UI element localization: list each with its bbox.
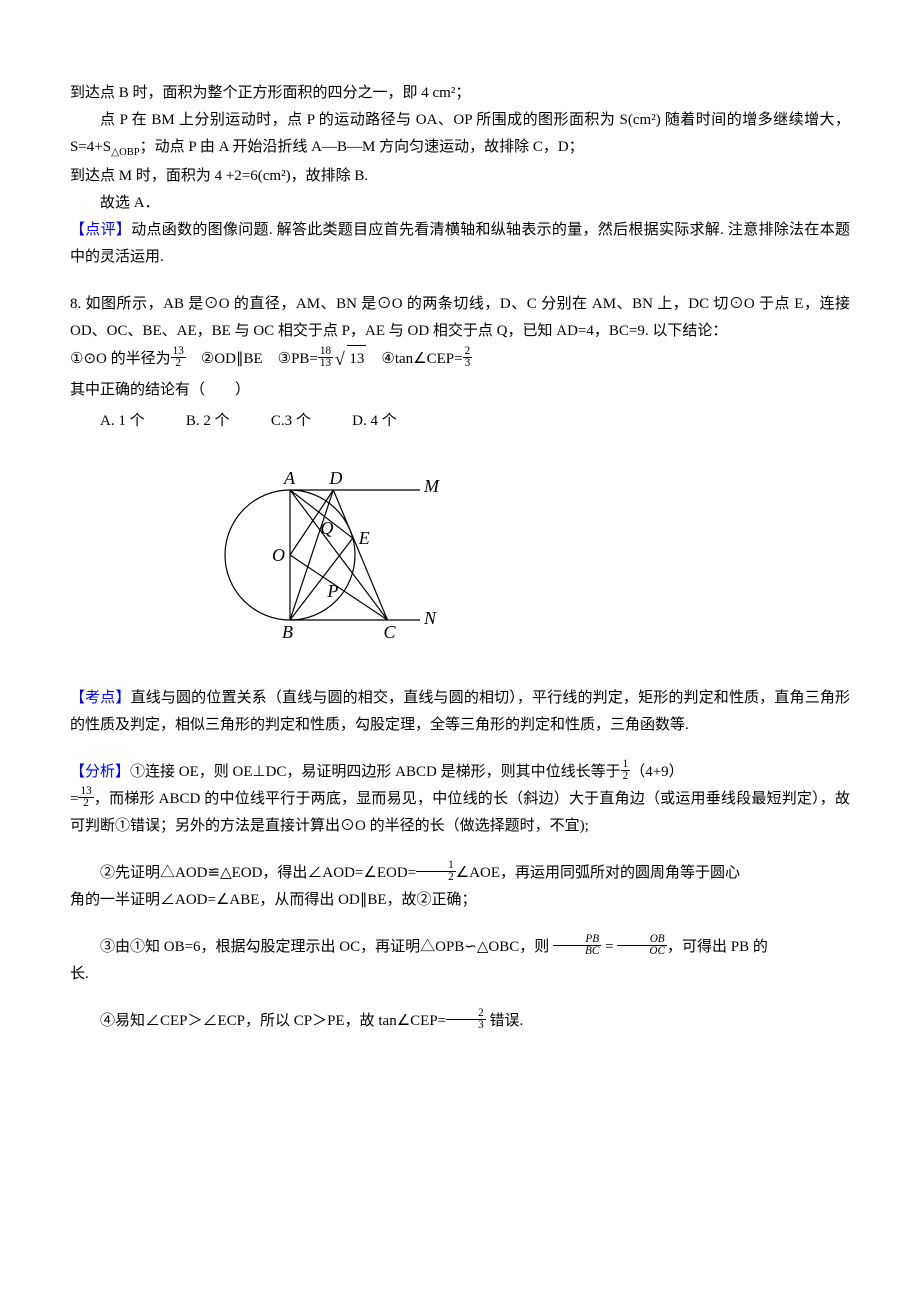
frac-2-3: 23 [463, 346, 473, 370]
svg-text:E: E [358, 528, 370, 548]
q8-stem-b: 其中正确的结论有（ ） [70, 377, 850, 404]
kaodian-text: 直线与圆的位置关系（直线与圆的相交，直线与圆的相切），平行线的判定，矩形的判定和… [70, 690, 850, 733]
svg-text:A: A [283, 468, 296, 488]
frac-18-13: 1813 [318, 346, 333, 370]
fenxi4-a: ④易知∠CEP＞∠ECP，所以 CP＞PE，故 tan∠CEP= [100, 1013, 446, 1029]
q8-conclusions: ①⊙O 的半径为132 ②OD∥BE ③PB=1813 13 ④tan∠CEP=… [70, 345, 850, 373]
svg-text:N: N [423, 608, 437, 628]
comment-text: 动点函数的图像问题. 解答此类题目应首先看清横轴和纵轴表示的量，然后根据实际求解… [70, 222, 850, 265]
fenxi1-d: ，而梯形 ABCD 的中位线平行于两底，显而易见，中位线的长（斜边）大于直角边（… [70, 791, 850, 834]
fenxi1-c: = [70, 791, 78, 807]
frac-13-2: 132 [171, 346, 186, 370]
fenxi-block-3: ③由①知 OB=6，根据勾股定理示出 OC，再证明△OPB∽△OBC，则 PBB… [70, 934, 850, 961]
fenxi-block-1: 【分析】①连接 OE，则 OE⊥DC，易证明四边形 ABCD 是梯形，则其中位线… [70, 759, 850, 786]
sqrt-13: 13 [347, 345, 366, 373]
frac-1-2-b: 12 [416, 860, 456, 884]
svg-text:D: D [328, 468, 342, 488]
svg-text:C: C [384, 622, 397, 642]
fenxi1-b: （4+9） [630, 764, 683, 780]
fenxi1-a: ①连接 OE，则 OE⊥DC，易证明四边形 ABCD 是梯形，则其中位线长等于 [130, 764, 621, 780]
fenxi-block-3b: 长. [70, 961, 850, 988]
fenxi-block-4: ④易知∠CEP＞∠ECP，所以 CP＞PE，故 tan∠CEP=23 错误. [70, 1008, 850, 1035]
q8-stem-a: 8. 如图所示，AB 是⊙O 的直径，AM、BN 是⊙O 的两条切线，D、C 分… [70, 291, 850, 345]
concl-4-pre: ④tan∠CEP= [381, 351, 462, 367]
sqrt-13-wrap: 13 [347, 345, 366, 373]
kaodian-label: 【考点】 [70, 690, 131, 706]
svg-text:P: P [326, 581, 338, 601]
frac-2-3-b: 23 [446, 1008, 486, 1032]
fenxi-block-2: ②先证明△AOD≌△EOD，得出∠AOD=∠EOD=12∠AOE，再运用同弧所对… [70, 860, 850, 887]
svg-text:O: O [272, 545, 285, 565]
fenxi-block-1b: =132，而梯形 ABCD 的中位线平行于两底，显而易见，中位线的长（斜边）大于… [70, 786, 850, 840]
frac-13-2-b: 132 [78, 786, 93, 810]
concl-3-pre: ③PB= [278, 351, 318, 367]
option-b: B. 2 个 [186, 413, 230, 429]
paragraph-3: 到达点 M 时，面积为 4 +2=6(cm²)，故排除 B. [70, 163, 850, 190]
fenxi4-b: 错误. [486, 1013, 524, 1029]
geometry-figure: A B O D M C N E Q P [220, 445, 850, 675]
concl-2: ②OD∥BE [201, 351, 263, 367]
fenxi3-a: ③由①知 OB=6，根据勾股定理示出 OC，再证明△OPB∽△OBC，则 [100, 939, 553, 955]
paragraph-4: 故选 A． [70, 190, 850, 217]
concl-1-pre: ①⊙O 的半径为 [70, 351, 171, 367]
p2-text-b: ；动点 P 由 A 开始沿折线 A—B—M 方向匀速运动，故排除 C，D； [140, 139, 584, 155]
svg-text:M: M [423, 476, 440, 496]
paragraph-1: 到达点 B 时，面积为整个正方形面积的四分之一，即 4 cm²； [70, 80, 850, 107]
svg-text:Q: Q [320, 518, 333, 538]
option-d: D. 4 个 [352, 413, 397, 429]
frac-1-2-a: 12 [621, 759, 631, 783]
fenxi-block-2b: 角的一半证明∠AOD=∠ABE，从而得出 OD∥BE，故②正确； [70, 887, 850, 914]
paragraph-2: 点 P 在 BM 上分别运动时，点 P 的运动路径与 OA、OP 所围成的图形面… [70, 107, 850, 163]
q8-options: A. 1 个 B. 2 个 C.3 个 D. 4 个 [100, 408, 850, 435]
option-a: A. 1 个 [100, 413, 145, 429]
kaodian-block: 【考点】直线与圆的位置关系（直线与圆的相交，直线与圆的相切），平行线的判定，矩形… [70, 685, 850, 739]
fenxi2-a: ②先证明△AOD≌△EOD，得出∠AOD=∠EOD= [100, 865, 416, 881]
comment-label: 【点评】 [70, 222, 131, 238]
fenxi2-b: ∠AOE，再运用同弧所对的圆周角等于圆心 [456, 865, 740, 881]
p2-subscript: △OBP [111, 147, 140, 158]
frac-ob-oc: OBOC [617, 934, 667, 958]
fenxi3-b: ，可得出 PB 的 [667, 939, 768, 955]
frac-pb-bc: PBBC [553, 934, 601, 958]
comment-block: 【点评】动点函数的图像问题. 解答此类题目应首先看清横轴和纵轴表示的量，然后根据… [70, 217, 850, 271]
svg-text:B: B [282, 622, 293, 642]
fenxi-label: 【分析】 [70, 764, 130, 780]
option-c: C.3 个 [271, 413, 311, 429]
